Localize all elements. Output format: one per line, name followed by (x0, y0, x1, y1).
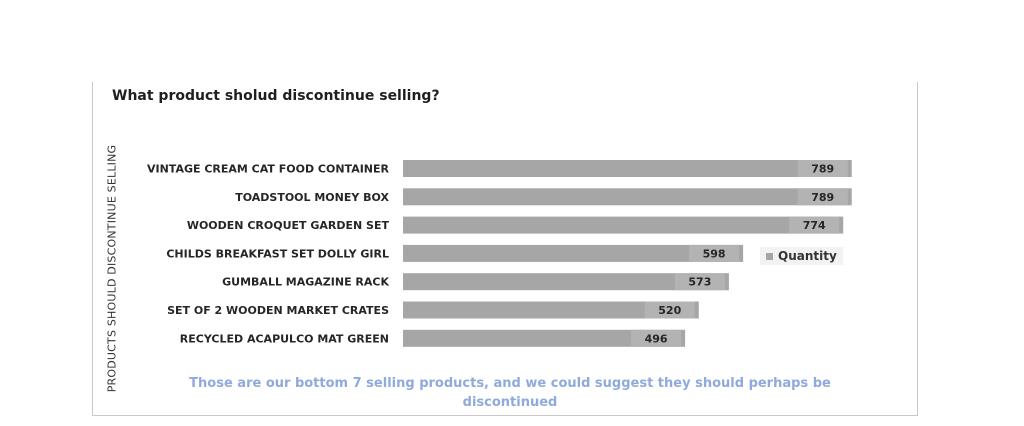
data-label-background (644, 301, 695, 319)
category-label: TOADSTOOL MONEY BOX (235, 191, 389, 204)
bar (403, 160, 852, 177)
category-label: GUMBALL MAGAZINE RACK (222, 276, 389, 289)
legend: Quantity (760, 247, 843, 265)
bar (403, 216, 844, 234)
data-label-background (674, 273, 725, 291)
category-label: VINTAGE CREAM CAT FOOD CONTAINER (147, 163, 390, 176)
category-label: SET OF 2 WOODEN MARKET CRATES (167, 304, 389, 317)
legend-swatch (766, 252, 773, 260)
legend-label: Quantity (778, 249, 837, 263)
data-label-background (797, 188, 848, 206)
data-label: 573 (688, 276, 711, 289)
data-label-background (689, 244, 740, 262)
data-label-background (797, 160, 848, 177)
category-label: RECYCLED ACAPULCO MAT GREEN (180, 332, 389, 345)
bar (403, 188, 852, 206)
chart-frame (92, 82, 918, 416)
bar (403, 244, 744, 262)
data-label: 598 (703, 247, 726, 260)
category-label: WOODEN CROQUET GARDEN SET (187, 219, 390, 232)
bar (403, 301, 699, 319)
footnote: Those are our bottom 7 selling products,… (189, 376, 831, 410)
data-label: 774 (803, 219, 826, 232)
data-label: 520 (658, 304, 681, 317)
data-label: 789 (811, 191, 834, 204)
data-label: 789 (811, 163, 834, 176)
bar (403, 273, 729, 291)
bar (403, 329, 686, 347)
data-label: 496 (645, 332, 668, 345)
data-label-background (631, 329, 682, 347)
data-label-background (789, 216, 840, 234)
category-label: CHILDS BREAKFAST SET DOLLY GIRL (166, 247, 389, 260)
chart-title: What product sholud discontinue selling? (112, 88, 440, 104)
